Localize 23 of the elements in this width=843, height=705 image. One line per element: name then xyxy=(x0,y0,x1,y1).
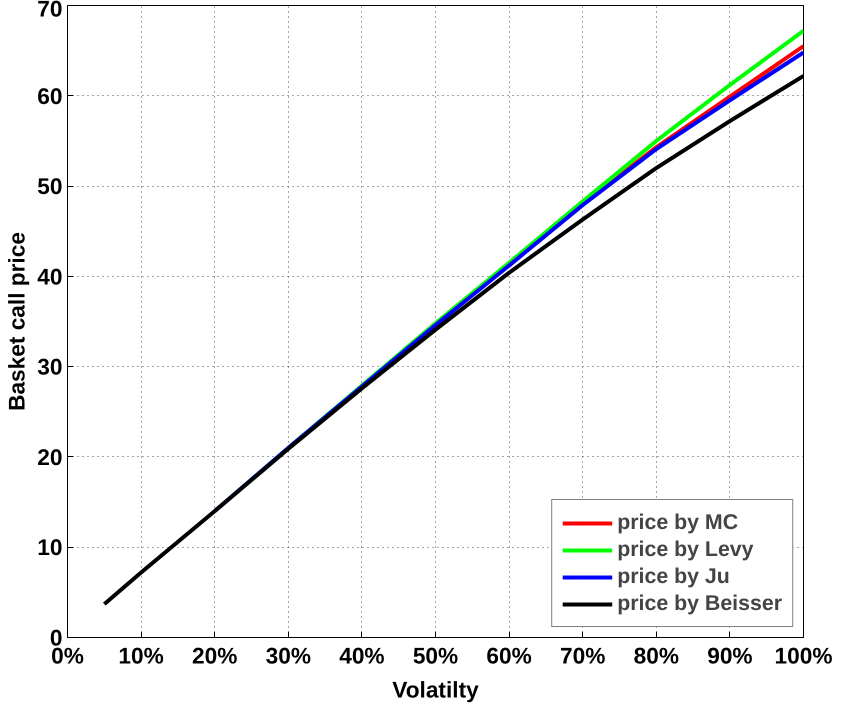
y-tick-label: 60 xyxy=(37,82,62,109)
x-tick-label: 60% xyxy=(486,642,532,668)
y-axis-title: Basket call price xyxy=(3,232,30,411)
x-tick-label: 100% xyxy=(774,642,832,668)
legend-label: price by Beisser xyxy=(617,591,782,616)
y-tick-label: 30 xyxy=(37,354,62,380)
y-tick-label: 40 xyxy=(37,263,62,290)
x-tick-label: 10% xyxy=(118,642,164,668)
x-tick-label: 40% xyxy=(339,642,385,668)
x-tick-label: 30% xyxy=(266,642,311,668)
x-tick-label: 70% xyxy=(560,642,606,668)
y-tick-label: 70 xyxy=(37,0,62,22)
y-tick-label: 10 xyxy=(37,534,62,560)
y-tick-label: 50 xyxy=(37,173,62,200)
x-tick-label: 80% xyxy=(634,642,679,668)
x-tick-label: 20% xyxy=(192,642,238,668)
x-tick-label: 50% xyxy=(412,642,458,668)
x-tick-label: 90% xyxy=(707,642,753,668)
y-tick-label: 20 xyxy=(37,444,62,470)
legend-label: price by MC xyxy=(617,510,738,535)
x-axis-title: Volatilty xyxy=(392,676,480,702)
legend-label: price by Levy xyxy=(617,537,754,562)
legend-label: price by Ju xyxy=(617,564,730,589)
